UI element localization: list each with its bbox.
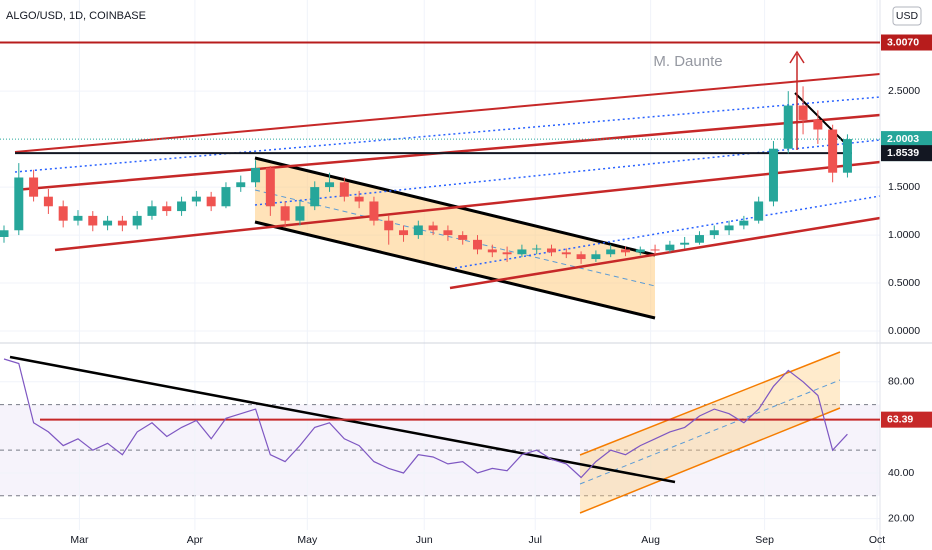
- candle-body: [103, 220, 113, 226]
- candle-body: [576, 254, 586, 260]
- candle-body: [251, 167, 261, 183]
- price-badge-label: 1.8539: [887, 147, 919, 159]
- y-tick-label: 40.00: [888, 467, 914, 479]
- candle-body: [768, 148, 778, 202]
- candle-body: [754, 201, 764, 221]
- marks: [0, 41, 880, 479]
- x-tick-label: Sep: [755, 534, 774, 546]
- candle-body: [384, 220, 394, 231]
- candle-body: [162, 206, 172, 212]
- x-tick-label: Mar: [70, 534, 89, 546]
- x-tick-label: May: [297, 534, 318, 546]
- unit: USD: [896, 10, 919, 22]
- candle-body: [43, 196, 53, 207]
- price-badge-label: 3.0070: [887, 36, 919, 48]
- candle-body: [413, 225, 423, 236]
- candle-body: [532, 248, 542, 250]
- x-tick-label: Aug: [641, 534, 660, 546]
- candle-body: [0, 230, 9, 237]
- candle-body: [132, 215, 142, 226]
- rsi-channel-bottom: [579, 407, 841, 514]
- candle-body: [709, 230, 719, 236]
- price-badge: [881, 411, 932, 428]
- candle-body: [14, 177, 24, 231]
- chart-title: ALGO/USD, 1D, COINBASE: [6, 10, 146, 22]
- dotted-line: [454, 195, 881, 269]
- candle-body: [354, 196, 364, 202]
- candle-body: [473, 239, 483, 250]
- rsi-channel-mid: [579, 379, 841, 485]
- candle-body: [828, 129, 838, 173]
- candle-body: [29, 177, 39, 197]
- annotation: M. Daunte: [653, 53, 722, 70]
- trend-line: [449, 216, 881, 290]
- candle-body: [546, 248, 556, 253]
- candle-body: [58, 206, 68, 221]
- candle-body: [443, 230, 453, 236]
- y-tick-label: 0.5000: [888, 277, 920, 289]
- candle-body: [842, 139, 852, 173]
- candle-body: [73, 215, 83, 221]
- candle-body: [325, 182, 335, 188]
- candle-body: [280, 206, 290, 221]
- candle-body: [399, 230, 409, 236]
- price-badge-label: 63.39: [887, 413, 913, 425]
- candle-body: [650, 249, 660, 251]
- candle-body: [665, 244, 675, 251]
- candle-body: [265, 167, 275, 207]
- candle-body: [295, 206, 305, 221]
- candle-body: [221, 187, 231, 207]
- candle-body: [694, 235, 704, 243]
- candle-body: [458, 235, 468, 240]
- candle-body: [117, 220, 127, 226]
- candle-body: [502, 252, 512, 255]
- candle-body: [147, 206, 157, 216]
- candle-body: [369, 201, 379, 221]
- candle-body: [606, 249, 616, 255]
- trend-line: [54, 160, 881, 252]
- candle-body: [739, 220, 749, 226]
- y-tick-label: 2.5000: [888, 85, 920, 97]
- candle-body: [206, 196, 216, 207]
- candle-body: [591, 254, 601, 260]
- candle-body: [680, 242, 690, 245]
- candle-body: [783, 105, 793, 149]
- candle-body: [177, 201, 187, 212]
- candle-body: [236, 182, 246, 188]
- candle-body: [339, 182, 349, 197]
- x-tick-label: Jun: [416, 534, 433, 546]
- price-badge: [881, 34, 932, 51]
- price-badge-label: 2.0003: [887, 133, 919, 145]
- x-tick-label: Jul: [529, 534, 542, 546]
- y-tick-label: 20.00: [888, 512, 914, 524]
- y-tick-label: 1.0000: [888, 229, 920, 241]
- y-tick-label: 80.00: [888, 376, 914, 388]
- arrow-head: [789, 50, 805, 64]
- channel-bottom: [254, 220, 656, 320]
- candle-body: [487, 249, 497, 253]
- candle-body: [561, 252, 571, 255]
- y-tick-label: 0.0000: [888, 325, 920, 337]
- channel-mid: [254, 189, 656, 287]
- candle-body: [620, 249, 630, 253]
- unit-button[interactable]: [892, 6, 922, 26]
- candle-body: [428, 225, 438, 231]
- candle-body: [517, 249, 527, 255]
- x-tick-label: Apr: [187, 534, 204, 546]
- x-tick-label: Oct: [869, 534, 885, 546]
- candle-body: [88, 215, 98, 226]
- candle-body: [310, 187, 320, 207]
- candle-body: [798, 105, 808, 120]
- rsi-line: [3, 358, 848, 479]
- candle-body: [813, 119, 823, 130]
- candle-body: [724, 225, 734, 231]
- candle-body: [191, 196, 201, 202]
- candle-body: [635, 249, 645, 253]
- rsi-channel-top: [579, 351, 841, 456]
- y-tick-label: 1.5000: [888, 181, 920, 193]
- price-badge: [881, 145, 932, 162]
